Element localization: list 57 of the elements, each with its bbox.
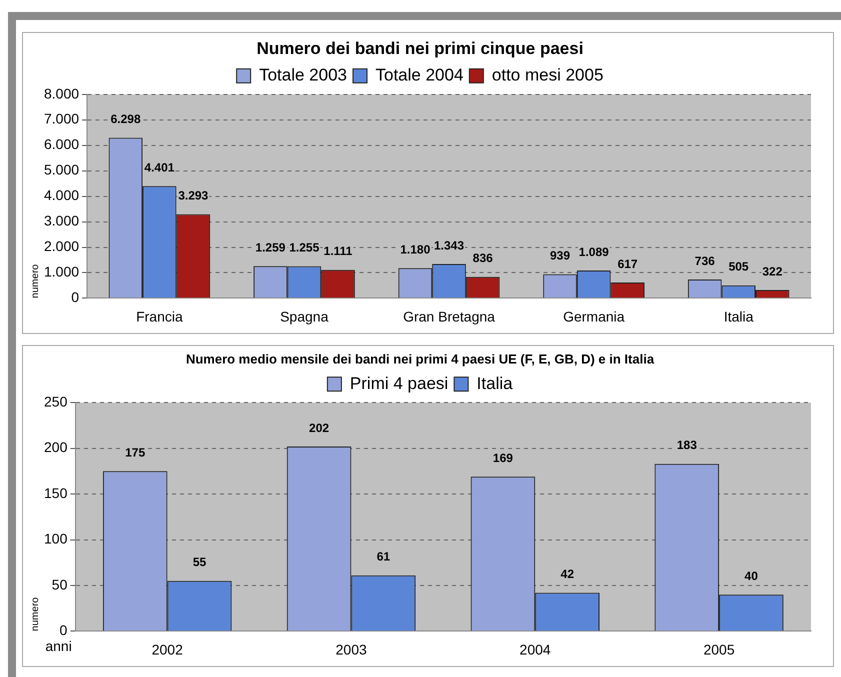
x-tick-label: 2003 bbox=[336, 641, 368, 658]
data-label: 1.089 bbox=[578, 244, 610, 259]
x-tick-label: Gran Bretagna bbox=[403, 308, 496, 324]
data-label: 169 bbox=[492, 450, 514, 465]
x-tick-label: 2004 bbox=[520, 641, 551, 658]
data-label: 183 bbox=[676, 438, 698, 452]
y-tick-label: 0 bbox=[60, 622, 68, 638]
data-label: 1.180 bbox=[400, 242, 431, 256]
legend-label: Totale 2004 bbox=[375, 66, 464, 85]
y-tick-label: 3.000 bbox=[44, 212, 80, 229]
chart-title: Numero medio mensile dei bandi nei primi 4 paesi UE (F, E, GB, D) e in Italia bbox=[186, 351, 655, 366]
data-label: 1.255 bbox=[289, 240, 320, 255]
y-tick-label: 5.000 bbox=[44, 162, 80, 178]
data-label: 61 bbox=[376, 550, 390, 564]
x-tick-label: 2005 bbox=[703, 641, 735, 658]
y-axis-title: numero bbox=[30, 264, 41, 298]
y-tick-label: 1.000 bbox=[44, 264, 80, 280]
data-label: 736 bbox=[694, 254, 716, 268]
data-label: 55 bbox=[192, 555, 206, 570]
legend-label: otto mesi 2005 bbox=[492, 66, 604, 85]
y-tick-label: 250 bbox=[44, 393, 68, 410]
y-axis-title: numero bbox=[30, 596, 41, 632]
y-tick-label: 150 bbox=[44, 484, 68, 501]
x-tick-label: 2002 bbox=[152, 641, 184, 658]
y-tick-label: 50 bbox=[52, 576, 68, 592]
legend-label: Primi 4 paesi bbox=[350, 374, 448, 393]
y-tick-label: 200 bbox=[44, 439, 68, 456]
data-label: 4.401 bbox=[144, 160, 175, 174]
data-label: 617 bbox=[618, 256, 638, 271]
x-tick-label: Francia bbox=[136, 308, 183, 324]
y-tick-label: 7.000 bbox=[44, 110, 80, 127]
data-label: 175 bbox=[125, 445, 146, 460]
chart-title: Numero dei bandi nei primi cinque paesi bbox=[256, 38, 584, 58]
data-label: 42 bbox=[560, 567, 574, 582]
y-tick-label: 100 bbox=[44, 530, 68, 547]
x-tick-label: Spagna bbox=[280, 308, 329, 324]
data-label: 3.293 bbox=[178, 188, 209, 203]
y-tick-label: 4.000 bbox=[44, 187, 80, 204]
data-label: 322 bbox=[762, 264, 783, 278]
y-tick-label: 0 bbox=[71, 289, 80, 306]
data-label: 40 bbox=[744, 568, 758, 583]
y-tick-label: 2.000 bbox=[44, 238, 80, 254]
y-tick-label: 8.000 bbox=[44, 85, 80, 102]
y-tick-label: 6.000 bbox=[44, 136, 80, 152]
data-label: 6.298 bbox=[110, 112, 141, 126]
x-axis-title: anni bbox=[45, 638, 72, 654]
data-label: 939 bbox=[550, 248, 570, 263]
x-tick-label: Germania bbox=[563, 308, 625, 324]
legend-label: Totale 2003 bbox=[259, 66, 347, 85]
data-label: 202 bbox=[309, 420, 330, 435]
data-label: 1.343 bbox=[434, 238, 464, 252]
data-label: 836 bbox=[472, 251, 494, 266]
x-tick-label: Italia bbox=[724, 308, 754, 324]
data-label: 1.111 bbox=[324, 244, 353, 258]
data-label: 1.259 bbox=[255, 240, 286, 254]
legend-label: Italia bbox=[476, 374, 514, 393]
data-label: 505 bbox=[728, 260, 749, 274]
